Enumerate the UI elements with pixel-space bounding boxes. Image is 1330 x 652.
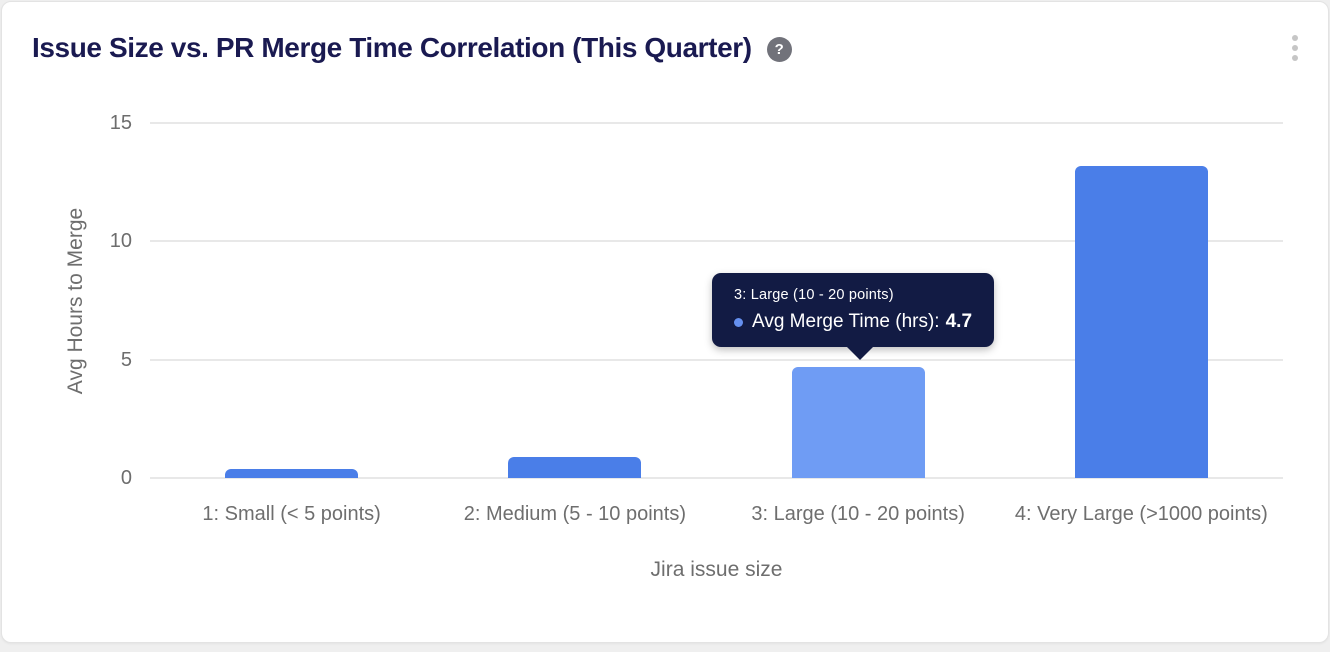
x-axis-title: Jira issue size — [650, 558, 783, 581]
x-tick-label: 2: Medium (5 - 10 points) — [463, 503, 687, 525]
chart-title: Issue Size vs. PR Merge Time Correlation… — [32, 32, 752, 63]
y-tick-label: 5 — [120, 348, 132, 371]
x-tick-label: 4: Very Large (>1000 points) — [1014, 503, 1268, 525]
gridline — [150, 240, 1283, 243]
bar-1[interactable] — [225, 468, 359, 478]
kebab-dot — [1292, 55, 1298, 61]
bar-3[interactable] — [791, 366, 925, 478]
help-icon[interactable]: ? — [766, 37, 792, 62]
question-mark-glyph: ? — [774, 41, 784, 58]
card-header: Issue Size vs. PR Merge Time Correlation… — [32, 32, 1302, 64]
kebab-dot — [1292, 35, 1298, 41]
bar-2[interactable] — [508, 456, 642, 478]
series-marker-dot — [734, 317, 743, 327]
tooltip-series-label: Avg Merge Time (hrs): — [752, 311, 940, 332]
kebab-dot — [1292, 45, 1298, 51]
chart-tooltip: 3: Large (10 - 20 points) Avg Merge Time… — [712, 273, 995, 360]
y-axis-title: Avg Hours to Merge — [64, 207, 87, 395]
tooltip-series-row: Avg Merge Time (hrs): 4.7 — [734, 311, 972, 333]
bar-4[interactable] — [1074, 165, 1208, 478]
tooltip-arrow — [847, 347, 873, 360]
gridline — [150, 358, 1283, 361]
kebab-menu-button[interactable] — [1288, 33, 1302, 63]
x-tick-label: 1: Small (< 5 points) — [202, 503, 381, 525]
y-tick-label: 10 — [109, 230, 132, 253]
y-tick-label: 15 — [109, 112, 132, 134]
y-tick-label: 0 — [120, 467, 132, 489]
gridline — [150, 477, 1283, 479]
tooltip-value: 4.7 — [945, 311, 973, 332]
gridline — [150, 122, 1283, 124]
x-tick-label: 3: Large (10 - 20 points) — [751, 503, 965, 525]
tooltip-category-label: 3: Large (10 - 20 points) — [734, 287, 894, 303]
